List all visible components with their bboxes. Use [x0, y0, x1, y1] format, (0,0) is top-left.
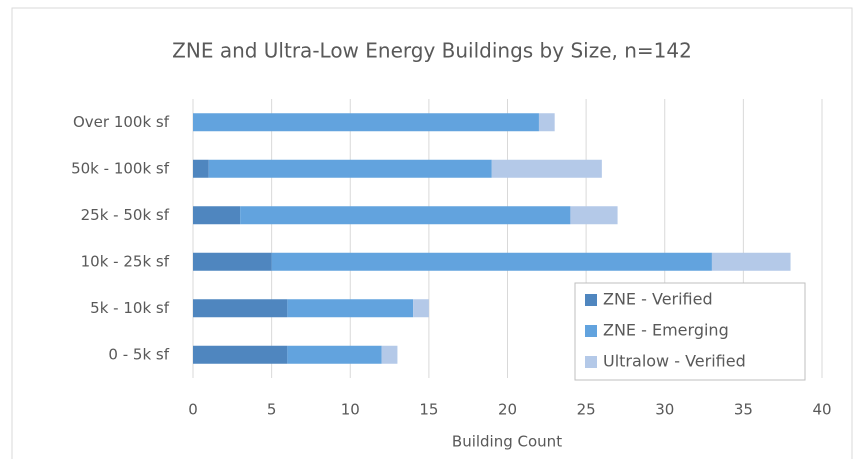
x-tick-label: 5: [267, 401, 277, 419]
y-tick-label: 50k - 100k sf: [71, 159, 170, 177]
x-tick-label: 35: [734, 401, 753, 419]
bar-segment: [413, 299, 429, 318]
bar-segment: [287, 299, 414, 318]
bar-segment: [193, 345, 288, 364]
legend-swatch: [585, 294, 597, 306]
x-tick-label: 20: [498, 401, 517, 419]
legend-label: ZNE - Emerging: [603, 321, 729, 340]
legend-label: ZNE - Verified: [603, 290, 713, 309]
bar-segment: [711, 252, 791, 271]
bar-segment: [193, 252, 272, 271]
x-axis-label: Building Count: [452, 433, 562, 451]
bar-segment: [208, 159, 492, 178]
y-tick-label: 10k - 25k sf: [81, 252, 170, 270]
bar-segment: [570, 206, 618, 225]
legend-swatch: [585, 325, 597, 337]
legend-swatch: [585, 356, 597, 368]
x-tick-label: 25: [577, 401, 596, 419]
chart-border: [11, 7, 853, 463]
bar-segment: [287, 345, 382, 364]
bar-segment: [193, 113, 539, 132]
x-tick-label: 15: [419, 401, 438, 419]
y-tick-label: 25k - 50k sf: [81, 206, 170, 224]
x-tick-label: 30: [655, 401, 674, 419]
bar-segment: [240, 206, 571, 225]
y-tick-label: 0 - 5k sf: [108, 345, 169, 363]
bar-segment: [538, 113, 555, 132]
x-tick-label: 10: [341, 401, 360, 419]
x-tick-label: 40: [812, 401, 831, 419]
bar-segment: [271, 252, 712, 271]
bar-segment: [193, 299, 288, 318]
bar-segment: [193, 159, 209, 178]
legend-label: Ultralow - Verified: [603, 352, 746, 371]
bar-segment: [381, 345, 398, 364]
legend-box: [574, 282, 806, 381]
chart-title: ZNE and Ultra-Low Energy Buildings by Si…: [172, 39, 692, 63]
y-tick-label: 5k - 10k sf: [90, 299, 170, 317]
y-tick-label: Over 100k sf: [73, 113, 170, 131]
bar-segment: [491, 159, 602, 178]
bar-segment: [193, 206, 241, 225]
x-tick-label: 0: [188, 401, 198, 419]
